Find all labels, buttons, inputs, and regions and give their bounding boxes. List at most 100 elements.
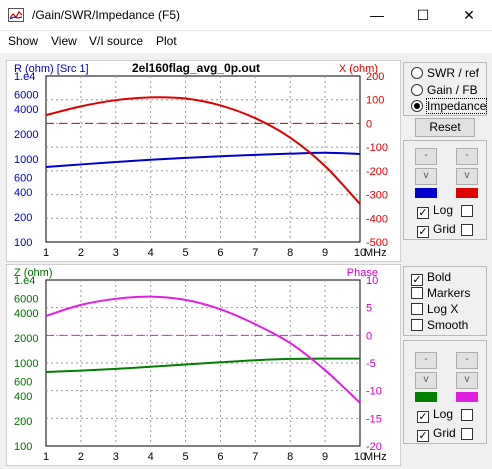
right-tick-label: 0 [366, 330, 372, 342]
grid-check-bottom[interactable]: ✓ Grid [417, 426, 456, 442]
left-scale-up-button-bottom[interactable]: - [415, 352, 437, 369]
x-tick-label: 9 [322, 451, 328, 463]
log-label-top: Log [433, 203, 454, 217]
x-tick-label: 9 [322, 247, 328, 259]
right-scale-down-button[interactable]: v [456, 168, 478, 185]
z-phase-chart: 1 2 3 4 5 6 7 8 9 10MHz1050-5-10-15-201.e46000400… [6, 264, 401, 466]
left-tick-label: 4000 [14, 308, 38, 320]
right-grid-checkbox-bottom[interactable] [461, 428, 473, 440]
app-icon [8, 8, 24, 22]
x-tick-label: 7 [252, 451, 258, 463]
bold-checkbox[interactable]: ✓ [411, 274, 423, 286]
left-tick-label: 4000 [14, 104, 38, 116]
right-tick-label: -300 [366, 190, 388, 202]
radio-swr[interactable]: SWR / ref [411, 66, 479, 82]
x-tick-label: 6 [217, 247, 223, 259]
smooth-checkbox[interactable] [411, 319, 423, 331]
menu-bar: Show View V/I source Plot [0, 31, 492, 53]
right-log-checkbox-bottom[interactable] [461, 409, 473, 421]
right-scale-down-button-bottom[interactable]: v [456, 372, 478, 389]
radio-gain-label: Gain / FB [427, 83, 478, 97]
log-checkbox-bottom[interactable]: ✓ [417, 411, 429, 423]
x-tick-label: 5 [182, 247, 188, 259]
right-tick-label: 0 [366, 118, 372, 130]
right-scale-up-button[interactable]: - [456, 148, 478, 165]
right-scale-up-button-bottom[interactable]: - [456, 352, 478, 369]
left-tick-label: 6000 [14, 89, 38, 101]
log-check-bottom[interactable]: ✓ Log [417, 407, 453, 423]
z-color-swatch[interactable] [415, 392, 437, 402]
left-tick-label: 400 [14, 391, 32, 403]
radio-gain[interactable]: Gain / FB [411, 83, 478, 99]
left-axis-title: R (ohm) [Src 1] [14, 63, 89, 75]
logx-checkbox[interactable] [411, 303, 423, 315]
left-tick-label: 600 [14, 172, 32, 184]
chart-background [6, 264, 401, 466]
series-line-right [45, 295, 361, 404]
x-tick-label: 4 [148, 247, 154, 259]
x-tick-label: 10 [354, 247, 366, 259]
x-color-swatch[interactable] [456, 188, 478, 198]
markers-label: Markers [427, 286, 471, 300]
radio-swr-circle[interactable] [411, 67, 423, 79]
grid-checkbox-top[interactable]: ✓ [417, 226, 429, 238]
radio-impedance[interactable]: Impedance [411, 98, 488, 115]
file-name-label: 2el160flag_avg_0p.out [132, 61, 260, 75]
radio-impedance-label: Impedance [425, 98, 488, 114]
phase-color-swatch[interactable] [456, 392, 478, 402]
grid-check-top[interactable]: ✓ Grid [417, 222, 456, 238]
left-tick-label: 200 [14, 416, 32, 428]
series-line-left [45, 151, 361, 169]
x-tick-label: 1 [43, 451, 49, 463]
left-scale-up-button[interactable]: - [415, 148, 437, 165]
maximize-button[interactable]: ☐ [416, 7, 430, 23]
plot-frame [45, 75, 361, 243]
impedance-rx-plot[interactable]: 1 2 3 4 5 6 7 8 9 10 MHz 200 100 0 -100 -200 -300 -400 -50… [6, 60, 401, 262]
left-tick-label: 6000 [14, 293, 38, 305]
grid-label-top: Grid [433, 222, 456, 236]
markers-checkbox[interactable] [411, 287, 423, 299]
grid-checkbox-bottom[interactable]: ✓ [417, 430, 429, 442]
left-tick-label: 2000 [14, 129, 38, 141]
radio-impedance-circle[interactable] [411, 100, 423, 112]
log-checkbox-top[interactable]: ✓ [417, 207, 429, 219]
right-tick-label: -15 [366, 413, 382, 425]
right-tick-label: 100 [366, 95, 384, 107]
left-tick-label: 1.e4 [14, 275, 35, 287]
right-axis-title: Phase [347, 267, 378, 279]
smooth-label: Smooth [427, 318, 469, 332]
left-scale-down-button-bottom[interactable]: v [415, 372, 437, 389]
side-panel-bottom: ✓ Bold Markers Log X Smooth - - v v ✓ Log … [403, 264, 489, 464]
menu-vi-source[interactable]: V/I source [89, 34, 144, 48]
menu-show[interactable]: Show [8, 34, 39, 48]
left-tick-label: 1000 [14, 358, 38, 370]
right-log-checkbox-top[interactable] [461, 205, 473, 217]
minimize-button[interactable]: — [370, 7, 384, 23]
series-line-left [45, 357, 361, 373]
reset-button[interactable]: Reset [415, 118, 475, 137]
radio-gain-circle[interactable] [411, 84, 423, 96]
menu-view[interactable]: View [51, 34, 77, 48]
close-button[interactable]: ✕ [463, 7, 475, 23]
menu-plot[interactable]: Plot [156, 34, 177, 48]
r-color-swatch[interactable] [415, 188, 437, 198]
log-check-top[interactable]: ✓ Log [417, 203, 453, 219]
x-unit-label: MHz [364, 451, 387, 463]
right-axis-title: X (ohm) [339, 63, 378, 75]
left-tick-label: 100 [14, 237, 32, 249]
markers-check[interactable]: Markers [411, 286, 470, 302]
left-scale-down-button[interactable]: v [415, 168, 437, 185]
logx-check[interactable]: Log X [411, 302, 458, 318]
series-line-right [45, 96, 361, 205]
impedance-z-phase-plot[interactable]: 1 2 3 4 5 6 7 8 9 10 MHz 10 5 0 -5 -10 -15 -20 1.e4 6000 400… [6, 264, 401, 466]
left-tick-label: 200 [14, 212, 32, 224]
side-panel-top: SWR / ref Gain / FB Impedance Reset - - … [403, 60, 489, 260]
left-tick-label: 1000 [14, 154, 38, 166]
left-tick-label: 600 [14, 376, 32, 388]
x-tick-label: 3 [113, 247, 119, 259]
right-grid-checkbox-top[interactable] [461, 224, 473, 236]
smooth-check[interactable]: Smooth [411, 318, 468, 334]
bold-check[interactable]: ✓ Bold [411, 270, 451, 286]
rx-chart: 1 2 3 4 5 6 7 8 9 10MHz2001000-100-200-300-400-50… [6, 60, 401, 262]
bold-label: Bold [427, 270, 452, 284]
